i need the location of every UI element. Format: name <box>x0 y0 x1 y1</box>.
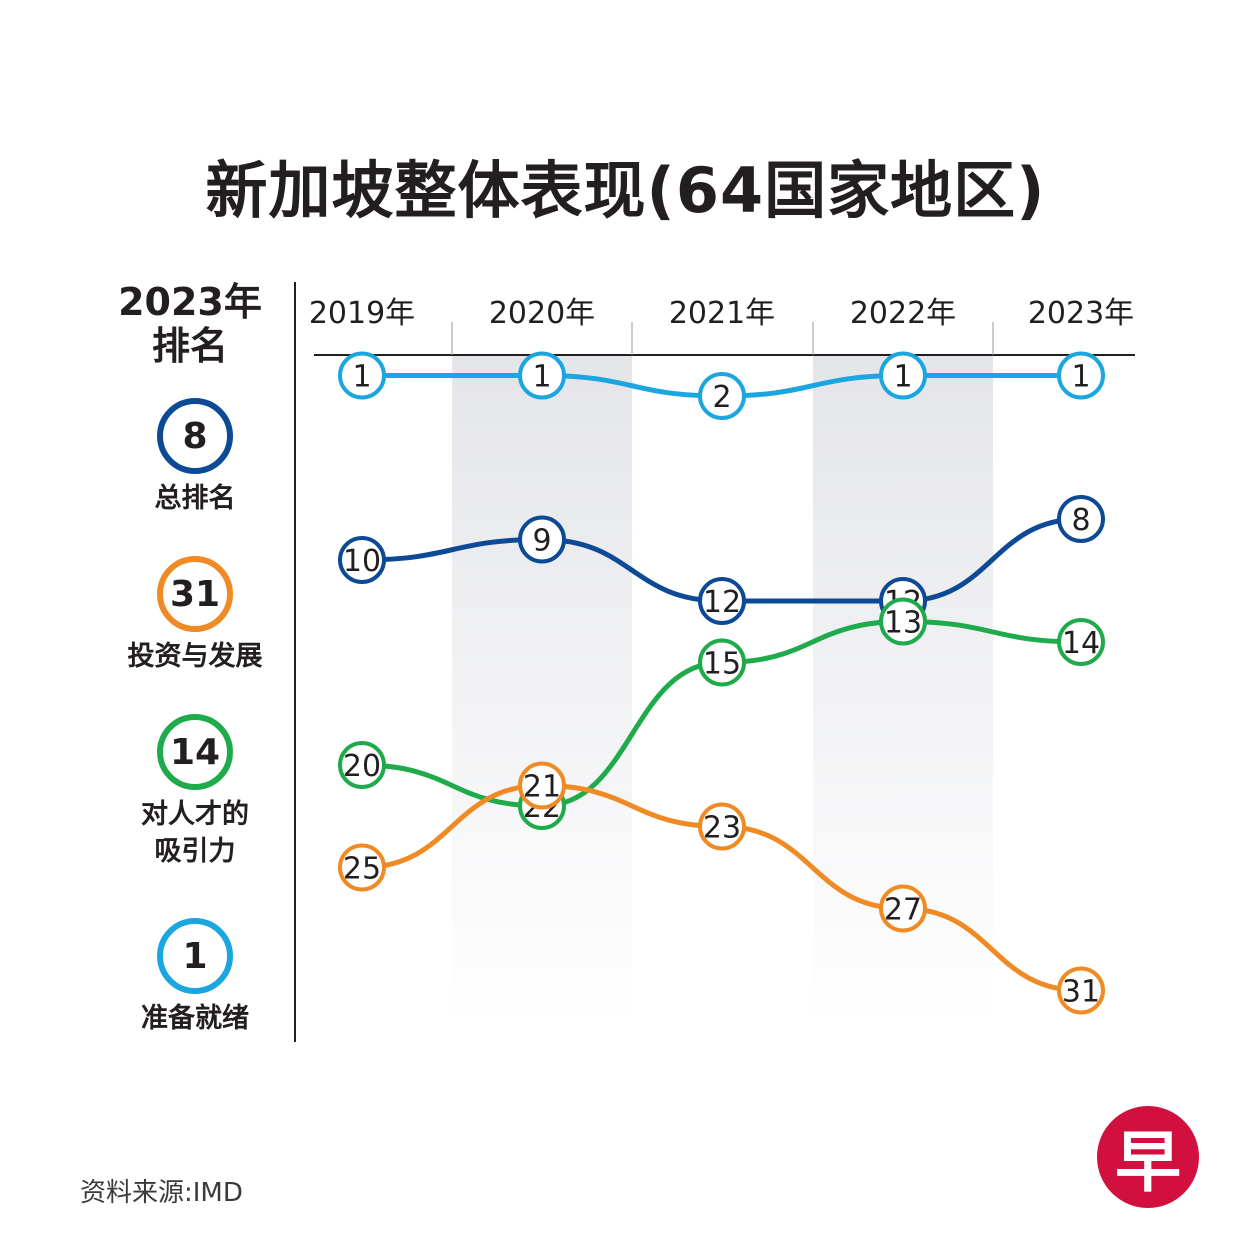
data-label: 25 <box>343 852 381 887</box>
data-point: 1 <box>879 351 927 400</box>
data-label: 2 <box>712 380 731 415</box>
legend-item-investment: 31 投资与发展 <box>110 556 280 675</box>
data-point: 8 <box>1057 495 1105 543</box>
legend-label-talent: 对人才的 吸引力 <box>141 799 249 867</box>
legend-label-overall: 总排名 <box>154 483 236 514</box>
data-label: 12 <box>703 585 741 620</box>
data-label: 21 <box>523 770 561 805</box>
data-point: 23 <box>698 802 746 851</box>
legend-item-readiness: 1 准备就绪 <box>110 918 280 1037</box>
data-point-marker <box>518 515 566 564</box>
data-label: 23 <box>703 811 741 846</box>
data-label: 20 <box>343 749 381 784</box>
data-point-marker <box>879 884 927 933</box>
data-label: 1 <box>532 360 551 395</box>
legend-heading-year: 2023年 <box>118 280 262 324</box>
data-point: 14 <box>1057 618 1105 666</box>
data-label: 1 <box>352 360 371 395</box>
data-point: 31 <box>1057 966 1105 1015</box>
legend-label-investment: 投资与发展 <box>127 641 263 672</box>
data-point-marker <box>518 761 566 810</box>
x-tick-label: 2021年 <box>669 296 775 331</box>
legend-heading-rank: 排名 <box>151 324 228 368</box>
data-point: 1 <box>1057 351 1105 400</box>
legend-ring-overall: 8 <box>157 398 233 474</box>
x-tick-label: 2020年 <box>489 296 595 331</box>
data-point-marker <box>518 351 566 400</box>
legend-divider <box>294 282 296 1042</box>
data-point: 9 <box>518 515 566 564</box>
legend-ring-investment: 31 <box>157 556 233 632</box>
data-label: 9 <box>532 524 551 559</box>
data-point-marker <box>698 372 746 420</box>
data-point: 10 <box>338 536 386 584</box>
legend-heading: 2023年 排名 <box>100 280 280 368</box>
data-point: 12 <box>698 577 746 625</box>
data-point-marker <box>1057 495 1105 543</box>
data-point-marker <box>879 351 927 400</box>
data-point-marker <box>1057 351 1105 400</box>
data-point-marker <box>698 577 746 625</box>
data-label: 31 <box>1062 975 1100 1010</box>
data-point-marker <box>338 843 386 892</box>
data-point-marker <box>338 536 386 584</box>
shaded-column-band <box>452 355 632 1025</box>
x-tick-label: 2019年 <box>309 296 415 331</box>
legend-label-readiness: 准备就绪 <box>141 1003 249 1034</box>
data-point: 21 <box>518 761 566 810</box>
x-tick-label: 2023年 <box>1028 296 1134 331</box>
data-point-marker <box>698 638 746 687</box>
data-label: 8 <box>1071 503 1090 538</box>
legend-ring-talent: 14 <box>157 714 233 790</box>
data-label: 10 <box>343 544 381 579</box>
data-point: 15 <box>698 638 746 687</box>
data-label: 13 <box>884 606 922 641</box>
data-label: 14 <box>1062 626 1100 661</box>
x-tick-label: 2022年 <box>850 296 956 331</box>
data-label: 15 <box>703 647 741 682</box>
source-note: 资料来源:IMD <box>80 1178 243 1208</box>
data-point: 1 <box>518 351 566 400</box>
data-point-marker <box>1057 966 1105 1015</box>
legend-item-overall: 8 总排名 <box>110 398 280 517</box>
legend-ring-readiness: 1 <box>157 918 233 994</box>
zaobao-logo: 早 <box>1097 1106 1199 1208</box>
data-label: 1 <box>1071 360 1090 395</box>
data-point-marker <box>338 741 386 789</box>
chart-title: 新加坡整体表现(64国家地区) <box>205 154 1046 227</box>
data-point: 1 <box>338 351 386 400</box>
data-point: 2 <box>698 372 746 420</box>
legend-item-talent: 14 对人才的 吸引力 <box>110 714 280 870</box>
data-point: 25 <box>338 843 386 892</box>
data-point-marker <box>879 597 927 646</box>
data-point-marker <box>698 802 746 851</box>
data-point: 27 <box>879 884 927 933</box>
data-point-marker <box>338 351 386 400</box>
data-point-marker <box>1057 618 1105 666</box>
data-label: 1 <box>893 360 912 395</box>
data-label: 27 <box>884 893 922 928</box>
data-point: 13 <box>879 597 927 646</box>
data-point: 20 <box>338 741 386 789</box>
